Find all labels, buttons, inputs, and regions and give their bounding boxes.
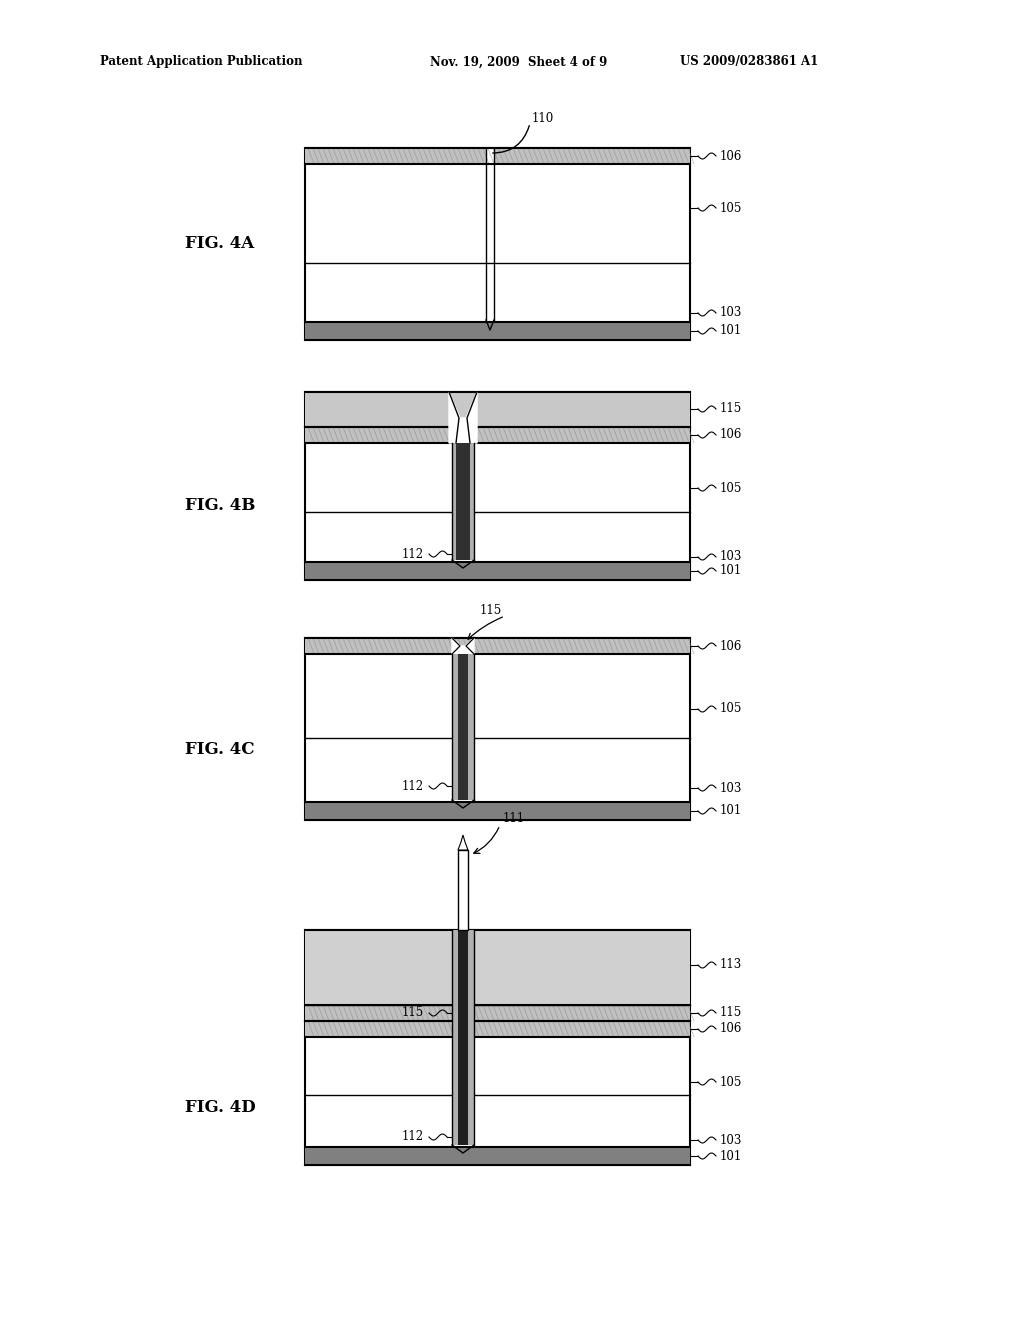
- Text: US 2009/0283861 A1: US 2009/0283861 A1: [680, 55, 818, 69]
- Bar: [305, 1020, 690, 1038]
- Text: 111: 111: [503, 812, 525, 825]
- Text: 112: 112: [401, 1130, 424, 1143]
- Text: 112: 112: [401, 548, 424, 561]
- Bar: [452, 931, 474, 1144]
- Text: 113: 113: [720, 958, 742, 972]
- Text: 106: 106: [720, 1023, 742, 1035]
- Text: FIG. 4A: FIG. 4A: [185, 235, 254, 252]
- Bar: [305, 148, 690, 164]
- Text: 110: 110: [532, 111, 554, 124]
- Text: 101: 101: [720, 1150, 742, 1163]
- Bar: [305, 638, 690, 653]
- Bar: [305, 392, 690, 426]
- Bar: [452, 653, 474, 800]
- Text: 106: 106: [720, 149, 742, 162]
- Bar: [486, 148, 495, 319]
- Bar: [305, 426, 690, 444]
- Text: 115: 115: [720, 1006, 742, 1019]
- Text: 105: 105: [720, 202, 742, 214]
- Text: 105: 105: [720, 1076, 742, 1089]
- Text: 101: 101: [720, 325, 742, 338]
- Bar: [305, 638, 690, 820]
- Polygon shape: [449, 392, 477, 444]
- Text: FIG. 4B: FIG. 4B: [185, 498, 255, 515]
- Text: Nov. 19, 2009  Sheet 4 of 9: Nov. 19, 2009 Sheet 4 of 9: [430, 55, 607, 69]
- Text: 101: 101: [720, 804, 742, 817]
- Text: 103: 103: [720, 781, 742, 795]
- Bar: [305, 931, 690, 1005]
- Bar: [456, 444, 470, 560]
- Text: 106: 106: [720, 639, 742, 652]
- Text: FIG. 4D: FIG. 4D: [185, 1098, 256, 1115]
- Polygon shape: [452, 638, 474, 653]
- Text: Patent Application Publication: Patent Application Publication: [100, 55, 302, 69]
- Text: 103: 103: [720, 1134, 742, 1147]
- Bar: [305, 931, 690, 1166]
- Text: 105: 105: [720, 702, 742, 715]
- Bar: [305, 1005, 690, 1020]
- Text: 115: 115: [401, 1006, 424, 1019]
- Polygon shape: [458, 836, 468, 850]
- Text: 112: 112: [401, 780, 424, 792]
- Text: 103: 103: [720, 550, 742, 564]
- Text: 103: 103: [720, 306, 742, 319]
- Bar: [458, 931, 468, 1144]
- Text: 115: 115: [480, 603, 502, 616]
- Bar: [305, 392, 690, 579]
- Bar: [305, 322, 690, 341]
- Bar: [458, 653, 468, 800]
- Text: 106: 106: [720, 429, 742, 441]
- Bar: [305, 1147, 690, 1166]
- Text: 115: 115: [720, 403, 742, 416]
- Bar: [305, 803, 690, 820]
- Bar: [458, 850, 468, 931]
- Text: 101: 101: [720, 565, 742, 578]
- Bar: [305, 562, 690, 579]
- Text: 105: 105: [720, 482, 742, 495]
- Bar: [452, 444, 474, 560]
- Bar: [305, 148, 690, 341]
- Text: FIG. 4C: FIG. 4C: [185, 741, 255, 758]
